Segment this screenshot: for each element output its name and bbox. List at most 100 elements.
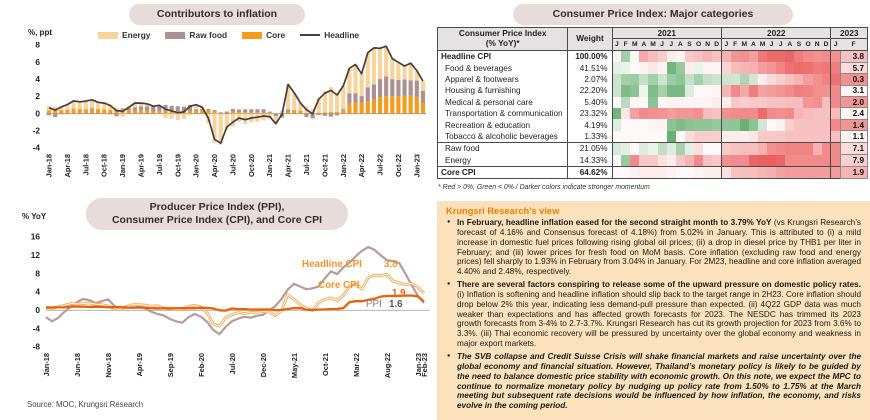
heat-cell (757, 154, 768, 167)
heat-cell (794, 154, 804, 167)
bar-segment (83, 101, 88, 110)
year-header: 2021 (612, 27, 723, 39)
heat-cell (621, 62, 631, 74)
bar-segment (224, 113, 229, 130)
month-header: J (612, 38, 622, 51)
feb-value-cell: 2.0 (839, 96, 869, 109)
view-bullet: There are several factors conspiring to … (447, 280, 861, 349)
heat-cell (657, 142, 667, 155)
x-tick-label: Oct-19 (173, 154, 182, 177)
x-tick-label: Jul-18 (81, 154, 90, 175)
legend-raw-food: Raw food (165, 30, 227, 40)
heat-cell (812, 165, 822, 179)
bar-segment (132, 107, 137, 111)
x-tick-label: Oct-21 (320, 154, 329, 177)
month-header: A (785, 38, 795, 51)
heat-cell (803, 85, 813, 97)
heat-cell (776, 85, 786, 97)
heat-cell (794, 130, 804, 143)
heat-cell (712, 107, 723, 120)
bar-segment (200, 110, 205, 114)
table-row: Medical & personal care 5.40% 2.0 (437, 96, 869, 109)
bar-segment (145, 103, 150, 107)
heat-cell (612, 96, 622, 108)
heat-cell (785, 165, 795, 179)
heat-cell (657, 73, 667, 86)
bar-segment (267, 111, 272, 113)
month-header: F (621, 38, 631, 51)
heat-cell (721, 154, 731, 167)
bar-segment (194, 109, 199, 112)
heat-cell (666, 142, 676, 155)
heat-cell (812, 107, 822, 120)
series-annotation: 1.6 (389, 299, 403, 310)
heat-cell (648, 130, 658, 143)
x-tick-label: Jan-23 (414, 353, 423, 376)
heat-cell (712, 50, 723, 63)
heat-cell (684, 142, 695, 155)
heat-cell (830, 154, 841, 167)
heat-cell (630, 85, 640, 97)
bar-segment (414, 96, 419, 114)
heat-cell (830, 85, 841, 97)
heat-cell (684, 107, 695, 120)
heat-cell (630, 165, 640, 179)
bar-segment (194, 104, 199, 110)
heat-cell (621, 130, 631, 143)
heat-cell (675, 73, 685, 86)
bar-segment (341, 109, 346, 111)
heat-cell (821, 119, 832, 131)
series-annotation: 1.9 (392, 288, 406, 299)
heat-cell (675, 85, 685, 97)
heat-cell (730, 142, 740, 155)
heat-cell (739, 119, 749, 131)
x-tick-label: Nov-18 (104, 353, 113, 378)
heat-cell (612, 50, 622, 63)
bar-segment (108, 113, 113, 115)
heat-cell (821, 165, 832, 179)
month-header: J (666, 38, 676, 51)
bar-segment (145, 110, 150, 114)
heat-cell (830, 119, 841, 131)
heat-cell (757, 50, 768, 63)
heat-cell (639, 107, 649, 120)
heat-cell (830, 50, 841, 63)
year-header: 2022 (721, 27, 832, 39)
heat-cell (776, 165, 786, 179)
bar-segment (402, 95, 407, 114)
column-header-cpi: Consumer Price Index (% YoY)* (437, 27, 569, 51)
heat-cell (812, 119, 822, 131)
bar-segment (365, 52, 370, 88)
heat-cell (666, 154, 676, 167)
bar-segment (335, 93, 340, 113)
raw-food-bars (46, 76, 426, 119)
heat-cell (621, 85, 631, 97)
row-label-cell: Medical & personal care (437, 96, 569, 108)
heat-cell (684, 119, 695, 131)
weight-cell: 1.33% (567, 130, 613, 143)
heat-cell (730, 73, 740, 86)
heat-cell (712, 130, 723, 143)
y-tick-label: -8 (33, 342, 41, 352)
bar-segment (347, 68, 352, 94)
bar-segment (151, 106, 156, 112)
heat-cell (785, 142, 795, 155)
heat-cell (648, 107, 658, 120)
bar-segment (310, 113, 315, 119)
heat-cell (703, 107, 713, 120)
bar-segment (310, 108, 315, 114)
bar-segment (157, 105, 162, 112)
x-tick-label: Jan-19 (118, 154, 127, 177)
bar-segment (169, 111, 174, 114)
heat-cell (630, 50, 640, 63)
weight-cell: 4.19% (567, 119, 613, 131)
heat-cell (757, 119, 768, 131)
bar-segment (132, 103, 137, 108)
heat-cell (794, 142, 804, 155)
bar-segment (230, 113, 236, 127)
heat-cell (703, 96, 713, 108)
x-tick-label: Feb-23 (420, 353, 429, 377)
heat-cell (666, 73, 676, 86)
x-tick-label: Jan-22 (339, 154, 348, 177)
heat-cell (621, 50, 631, 63)
